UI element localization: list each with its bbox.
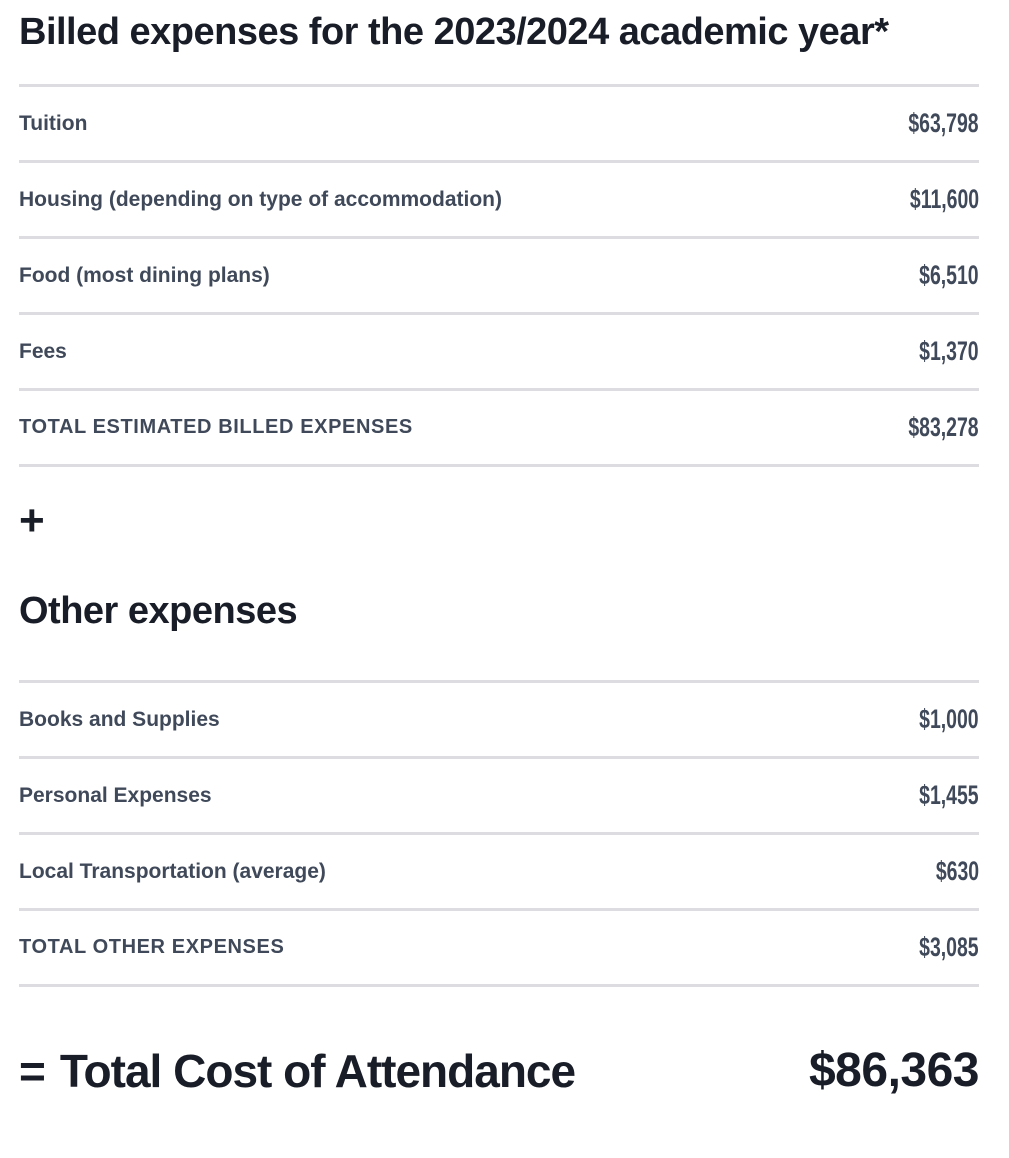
table-row: Tuition $63,798 xyxy=(19,84,979,160)
expense-value: $1,000 xyxy=(919,704,979,734)
total-label: TOTAL OTHER EXPENSES xyxy=(19,936,285,958)
table-row: Books and Supplies $1,000 xyxy=(19,680,979,756)
other-expenses-table: Books and Supplies $1,000 Personal Expen… xyxy=(19,680,979,987)
equals-sign: = xyxy=(19,1044,46,1097)
total-row: TOTAL OTHER EXPENSES $3,085 xyxy=(19,908,979,984)
total-value: $3,085 xyxy=(919,932,979,962)
table-row: Local Transportation (average) $630 xyxy=(19,832,979,908)
total-row: TOTAL ESTIMATED BILLED EXPENSES $83,278 xyxy=(19,388,979,464)
total-value: $83,278 xyxy=(908,412,979,442)
expense-value: $1,455 xyxy=(919,780,979,810)
expense-value: $1,370 xyxy=(919,336,979,366)
expense-value: $630 xyxy=(935,856,979,886)
grand-total-left: = Total Cost of Attendance xyxy=(19,1044,576,1098)
expense-label: Local Transportation (average) xyxy=(19,859,326,883)
other-expenses-title: Other expenses xyxy=(19,590,298,632)
plus-sign: + xyxy=(19,496,45,545)
grand-total-label: Total Cost of Attendance xyxy=(59,1044,576,1097)
table-row: Housing (depending on type of accommodat… xyxy=(19,160,979,236)
billed-expenses-title: Billed expenses for the 2023/2024 academ… xyxy=(19,11,889,53)
expense-label: Food (most dining plans) xyxy=(19,263,270,287)
expense-label: Books and Supplies xyxy=(19,707,220,731)
expense-label: Personal Expenses xyxy=(19,783,212,807)
expense-label: Fees xyxy=(19,339,67,363)
expense-value: $63,798 xyxy=(908,108,979,138)
table-row: Personal Expenses $1,455 xyxy=(19,756,979,832)
total-label: TOTAL ESTIMATED BILLED EXPENSES xyxy=(19,416,413,438)
expense-label: Housing (depending on type of accommodat… xyxy=(19,187,502,211)
billed-expenses-table: Tuition $63,798 Housing (depending on ty… xyxy=(19,84,979,467)
table-row: Fees $1,370 xyxy=(19,312,979,388)
expense-label: Tuition xyxy=(19,111,88,135)
expense-value: $11,600 xyxy=(909,184,979,214)
grand-total-row: = Total Cost of Attendance $86,363 xyxy=(19,1043,980,1098)
table-row: Food (most dining plans) $6,510 xyxy=(19,236,979,312)
grand-total-value: $86,363 xyxy=(808,1044,980,1097)
expense-value: $6,510 xyxy=(919,260,979,290)
